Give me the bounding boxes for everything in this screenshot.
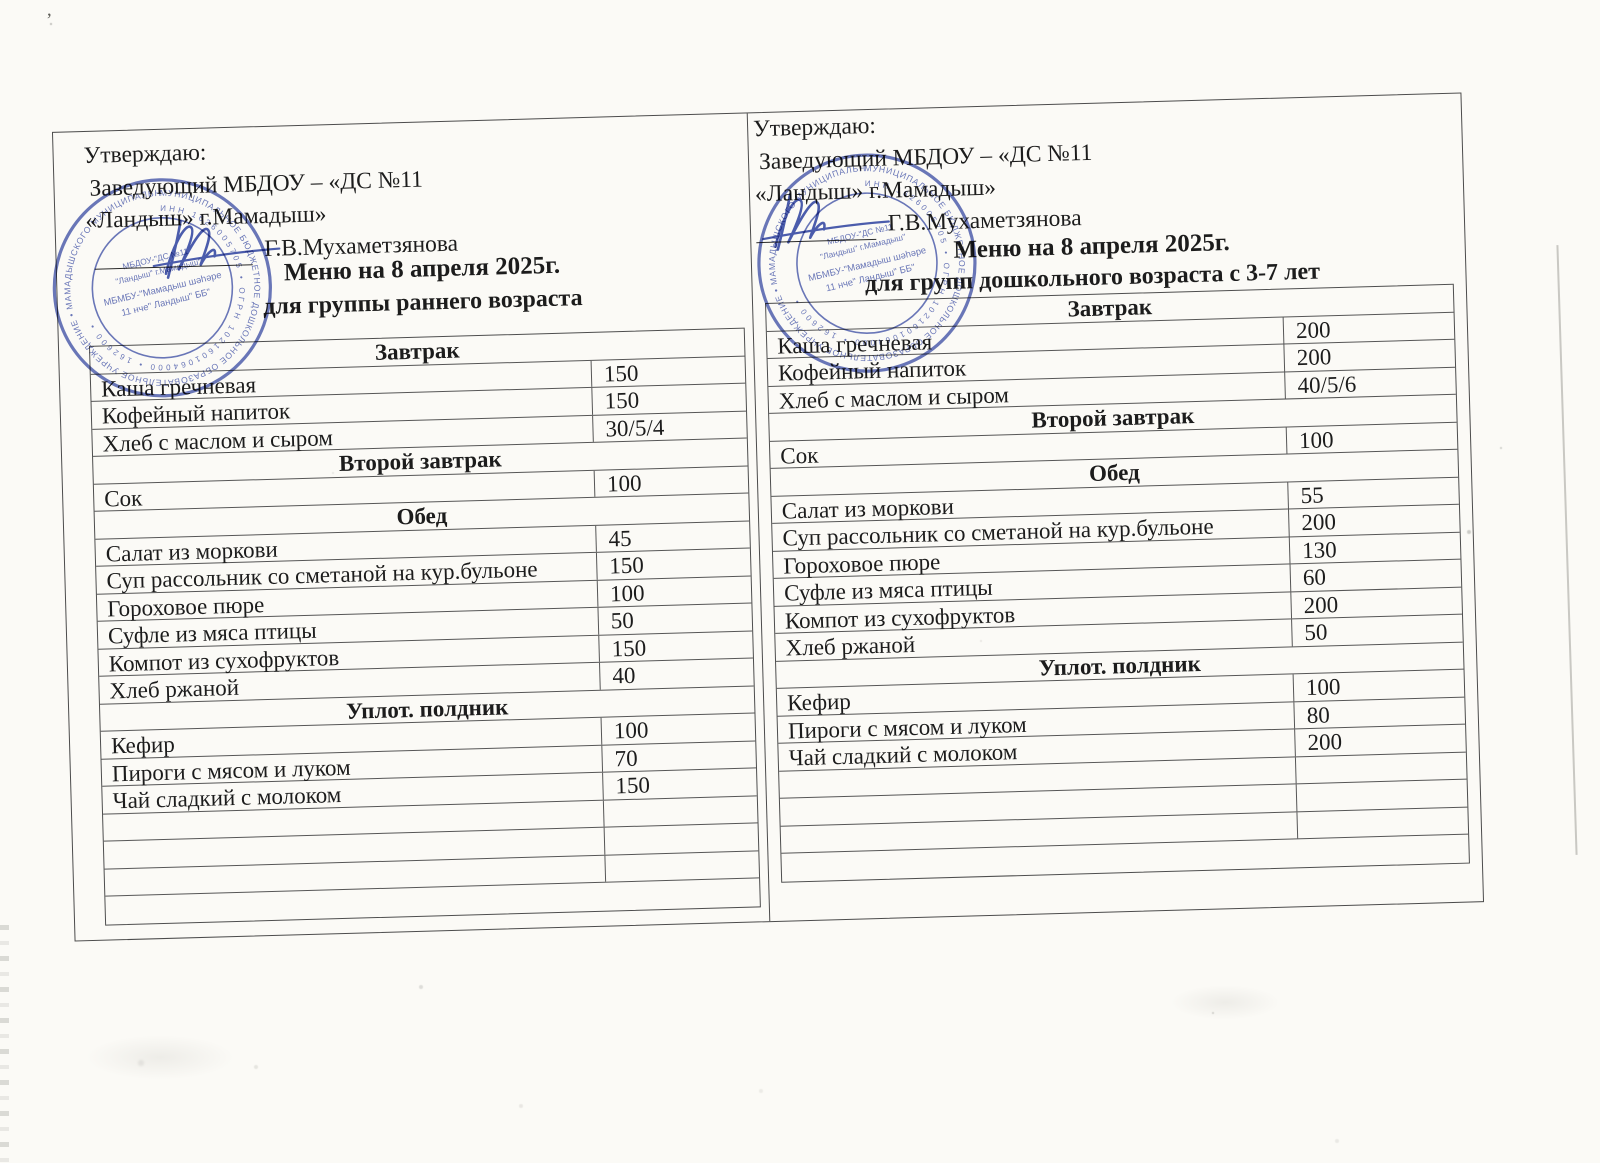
scan-page-edge-line: [1556, 245, 1578, 855]
menu-sheet: Утверждаю: Заведующий МБДОУ – «ДС №11 «Л…: [51, 92, 1485, 942]
amount-cell: 60: [1289, 559, 1462, 591]
empty-amount-cell: [1294, 752, 1467, 784]
panel-preschool-group: Утверждаю: Заведующий МБДОУ – «ДС №11 «Л…: [53, 94, 1470, 883]
amount-cell: 50: [1291, 614, 1463, 646]
amount-cell: 100: [1292, 669, 1465, 701]
empty-amount-cell: [605, 878, 760, 910]
official-round-stamp: МУНИЦИПАЛЬНОЕ БЮДЖЕТНОЕ ДОШКОЛЬНОЕ ОБРАЗ…: [42, 168, 282, 408]
amount-cell: 200: [1287, 504, 1460, 536]
amount-cell: 150: [595, 548, 751, 580]
amount-cell: 80: [1293, 697, 1466, 729]
scan-stray-mark: ’: [46, 10, 53, 31]
amount-cell: 55: [1287, 477, 1459, 509]
empty-amount-cell: [602, 795, 758, 827]
scan-smudge: [1170, 985, 1280, 1020]
amount-cell: 40: [599, 658, 754, 690]
panel-early-age-group: Утверждаю: Заведующий МБДОУ – «ДС №11 «Л…: [52, 94, 1460, 926]
amount-cell: 100: [593, 466, 749, 497]
amount-cell: 150: [602, 768, 757, 800]
empty-amount-cell: [1297, 835, 1469, 867]
amount-cell: 50: [597, 603, 753, 635]
amount-cell: 200: [1282, 312, 1455, 344]
amount-cell: 130: [1288, 532, 1461, 564]
handwritten-signature: [762, 192, 890, 252]
official-round-stamp: МУНИЦИПАЛЬНОЕ БЮДЖЕТНОЕ ДОШКОЛЬНОЕ ОБРАЗ…: [747, 143, 987, 383]
empty-amount-cell: [604, 850, 760, 882]
amount-cell: 100: [596, 576, 752, 607]
amount-cell: 200: [1294, 724, 1466, 756]
amount-cell: 150: [590, 356, 746, 387]
scan-smudge: [85, 1035, 235, 1080]
amount-cell: 200: [1290, 587, 1462, 619]
empty-amount-cell: [1295, 779, 1468, 811]
amount-cell: 150: [598, 630, 753, 662]
amount-cell: 200: [1283, 339, 1456, 372]
menu-table-early-age: Завтрак Каша гречневая 150 Кофейный напиток…: [88, 327, 761, 926]
scan-noise-specks: [0, 0, 2, 2]
scan-left-edge-noise: [0, 925, 9, 1163]
amount-cell: 150: [591, 383, 747, 415]
amount-cell: 30/5/4: [592, 411, 747, 442]
amount-cell: 70: [601, 740, 756, 772]
empty-amount-cell: [1296, 807, 1469, 839]
amount-cell: 45: [595, 521, 750, 552]
empty-amount-cell: [603, 823, 759, 855]
amount-cell: 40/5/6: [1284, 367, 1456, 399]
amount-cell: 100: [600, 713, 756, 745]
amount-cell: 100: [1285, 422, 1458, 454]
